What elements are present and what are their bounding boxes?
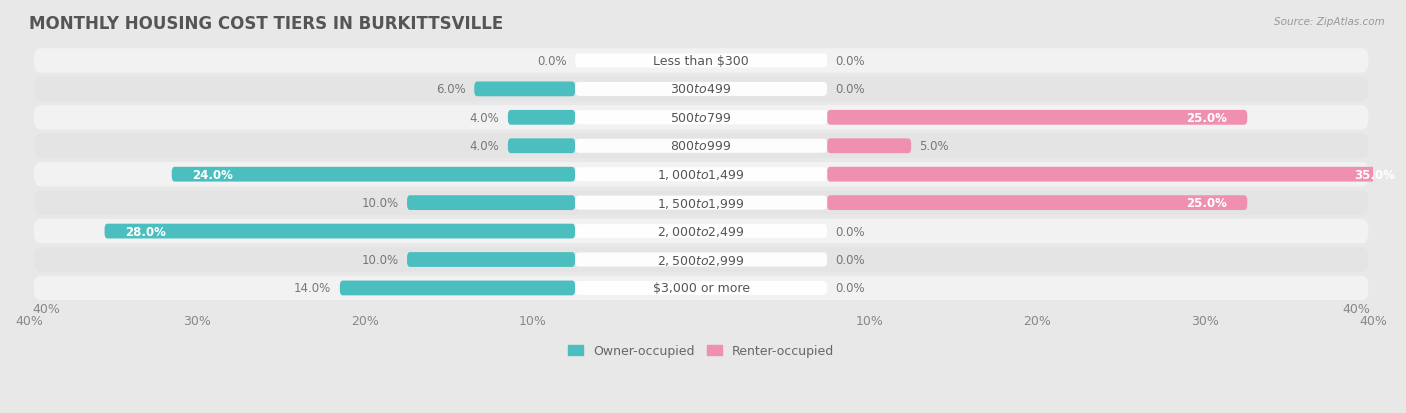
FancyBboxPatch shape [34, 191, 1368, 215]
Text: 35.0%: 35.0% [1354, 168, 1395, 181]
FancyBboxPatch shape [508, 111, 575, 126]
FancyBboxPatch shape [340, 281, 575, 296]
Text: 10.0%: 10.0% [361, 254, 399, 266]
Text: $2,500 to $2,999: $2,500 to $2,999 [658, 253, 745, 267]
FancyBboxPatch shape [34, 106, 1368, 130]
Text: 40%: 40% [1343, 303, 1369, 316]
FancyBboxPatch shape [575, 253, 827, 267]
FancyBboxPatch shape [34, 78, 1368, 102]
Text: $1,000 to $1,499: $1,000 to $1,499 [658, 168, 745, 182]
FancyBboxPatch shape [408, 252, 575, 267]
FancyBboxPatch shape [575, 54, 827, 68]
Text: $500 to $799: $500 to $799 [671, 112, 731, 124]
Text: 0.0%: 0.0% [835, 225, 865, 238]
Text: MONTHLY HOUSING COST TIERS IN BURKITTSVILLE: MONTHLY HOUSING COST TIERS IN BURKITTSVI… [30, 15, 503, 33]
Text: $2,000 to $2,499: $2,000 to $2,499 [658, 225, 745, 238]
FancyBboxPatch shape [34, 49, 1368, 74]
Legend: Owner-occupied, Renter-occupied: Owner-occupied, Renter-occupied [562, 339, 839, 363]
FancyBboxPatch shape [34, 248, 1368, 272]
FancyBboxPatch shape [104, 224, 575, 239]
Text: 4.0%: 4.0% [470, 112, 499, 124]
FancyBboxPatch shape [575, 196, 827, 210]
Text: 0.0%: 0.0% [835, 55, 865, 68]
Text: 6.0%: 6.0% [436, 83, 465, 96]
FancyBboxPatch shape [408, 196, 575, 211]
Text: 14.0%: 14.0% [294, 282, 332, 295]
Text: $300 to $499: $300 to $499 [671, 83, 731, 96]
FancyBboxPatch shape [827, 139, 911, 154]
FancyBboxPatch shape [575, 225, 827, 239]
FancyBboxPatch shape [575, 281, 827, 295]
Text: 0.0%: 0.0% [537, 55, 567, 68]
Text: 4.0%: 4.0% [470, 140, 499, 153]
Text: 0.0%: 0.0% [835, 254, 865, 266]
Text: 5.0%: 5.0% [920, 140, 949, 153]
Text: 0.0%: 0.0% [835, 83, 865, 96]
FancyBboxPatch shape [575, 83, 827, 97]
Text: $1,500 to $1,999: $1,500 to $1,999 [658, 196, 745, 210]
Text: 40%: 40% [32, 303, 60, 316]
Text: Source: ZipAtlas.com: Source: ZipAtlas.com [1274, 17, 1385, 26]
FancyBboxPatch shape [575, 168, 827, 182]
Text: 25.0%: 25.0% [1187, 197, 1227, 210]
FancyBboxPatch shape [34, 163, 1368, 187]
FancyBboxPatch shape [827, 111, 1247, 126]
Text: Less than $300: Less than $300 [654, 55, 749, 68]
FancyBboxPatch shape [575, 111, 827, 125]
Text: 28.0%: 28.0% [125, 225, 166, 238]
Text: 10.0%: 10.0% [361, 197, 399, 210]
Text: 25.0%: 25.0% [1187, 112, 1227, 124]
Text: 0.0%: 0.0% [835, 282, 865, 295]
Text: $3,000 or more: $3,000 or more [652, 282, 749, 295]
FancyBboxPatch shape [34, 276, 1368, 300]
Text: 24.0%: 24.0% [193, 168, 233, 181]
FancyBboxPatch shape [34, 134, 1368, 159]
FancyBboxPatch shape [474, 82, 575, 97]
FancyBboxPatch shape [827, 196, 1247, 211]
FancyBboxPatch shape [172, 167, 575, 182]
FancyBboxPatch shape [827, 167, 1406, 182]
FancyBboxPatch shape [508, 139, 575, 154]
FancyBboxPatch shape [575, 140, 827, 153]
FancyBboxPatch shape [34, 219, 1368, 244]
Text: $800 to $999: $800 to $999 [671, 140, 731, 153]
